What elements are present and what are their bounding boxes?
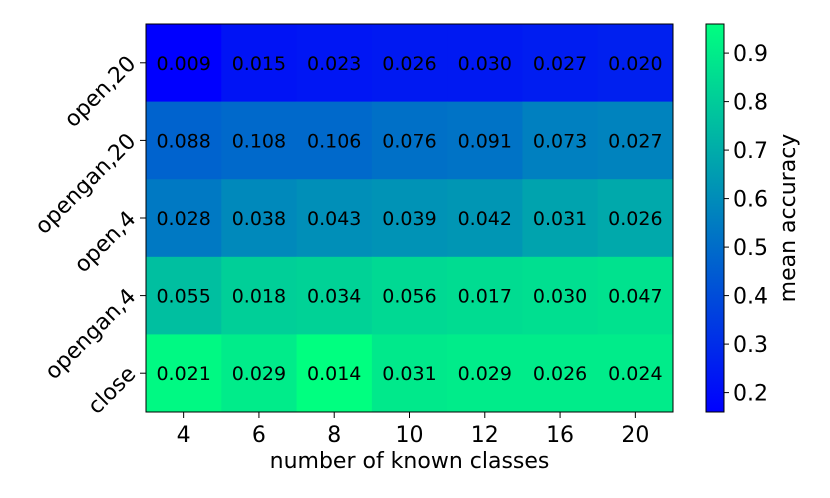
heatmap-cell [146,334,222,413]
cell-value-label: 0.031 [533,208,587,230]
colorbar-tick-label: 0.4 [733,285,768,310]
heatmap-cell [522,179,599,258]
heatmap-cell [447,24,523,103]
colorbar-tick-label: 0.6 [733,188,768,213]
heatmap-cell [597,334,674,413]
heatmap-cell [296,256,373,335]
heatmap-cell [296,101,373,180]
cell-value-labels: 0.009 0.015 0.023 0.026 0.030 0.027 0.020 0.088… [156,53,662,385]
cell-value-label: 0.108 [232,130,286,152]
heatmap-cell [371,101,448,180]
cell-value-label: 0.017 [458,286,512,308]
x-tick-label: 16 [546,423,574,448]
heatmap-cell [522,256,599,335]
heatmap-cell [221,24,298,103]
heatmap-cell [597,101,674,180]
y-tick-label: open,20 [60,51,141,132]
heatmap-cell [296,179,373,258]
colorbar-tick-label: 0.5 [733,236,768,261]
x-tick-label: 10 [396,423,424,448]
cell-value-label: 0.073 [533,130,587,152]
heatmap-cell [522,24,599,103]
colorbar [705,23,725,413]
x-tick-label: 12 [471,423,499,448]
x-axis-ticks: 4 6 8 10 12 16 20 [177,412,649,448]
heatmap-cell [371,24,448,103]
cell-value-label: 0.021 [156,363,210,385]
heatmap-cell [371,334,448,413]
heatmap-cell [371,179,448,258]
cell-value-label: 0.076 [382,130,436,152]
heatmap-cell [146,24,222,103]
heatmap-cell [447,256,523,335]
y-tick-label: open,4 [70,207,141,278]
heatmap-cell [146,179,222,258]
colorbar-tick-label: 0.3 [733,333,768,358]
cell-value-label: 0.029 [458,363,512,385]
cell-value-label: 0.015 [232,53,286,75]
heatmap-cell [221,256,298,335]
heatmap-cell [597,179,674,258]
heatmap-cell [447,179,523,258]
colorbar-ticks: 0.2 0.3 0.4 0.5 0.6 0.7 0.8 0.9 [724,42,768,407]
cell-value-label: 0.029 [232,363,286,385]
cell-value-label: 0.042 [458,208,512,230]
colorbar-tick-label: 0.7 [733,139,768,164]
x-axis-label: number of known classes [270,449,550,474]
heatmap-cell [296,24,373,103]
cell-value-label: 0.030 [533,286,587,308]
heatmap-cell [522,334,599,413]
heatmap-cell [221,179,298,258]
cell-value-label: 0.028 [156,208,210,230]
colorbar-tick-label: 0.9 [733,42,768,67]
colorbar-tick-label: 0.2 [733,382,768,407]
cell-value-label: 0.014 [307,363,361,385]
cell-value-label: 0.009 [156,53,210,75]
heatmap-cell [597,256,674,335]
cell-value-label: 0.030 [458,53,512,75]
heatmap-cell [371,256,448,335]
heatmap-cells [146,24,674,413]
heatmap-cell [221,334,298,413]
cell-value-label: 0.026 [382,53,436,75]
cell-value-label: 0.024 [608,363,662,385]
heatmap-cell [447,101,523,180]
cell-value-label: 0.034 [307,286,361,308]
cell-value-label: 0.023 [307,53,361,75]
cell-value-label: 0.091 [458,130,512,152]
heatmap-cell [597,24,674,103]
colorbar-tick-label: 0.8 [733,91,768,116]
cell-value-label: 0.026 [608,208,662,230]
y-tick-label: close [83,362,141,420]
colorbar-label: mean accuracy [776,134,801,303]
cell-value-label: 0.047 [608,286,662,308]
cell-value-label: 0.018 [232,286,286,308]
heatmap-cell [296,334,373,413]
x-tick-label: 8 [327,423,341,448]
heatmap-cell [221,101,298,180]
cell-value-label: 0.038 [232,208,286,230]
heatmap-cell [146,101,222,180]
cell-value-label: 0.056 [382,286,436,308]
x-tick-label: 4 [177,423,191,448]
cell-value-label: 0.088 [156,130,210,152]
cell-value-label: 0.026 [533,363,587,385]
cell-value-label: 0.106 [307,130,361,152]
cell-value-label: 0.031 [382,363,436,385]
heatmap-cell [447,334,523,413]
cell-value-label: 0.043 [307,208,361,230]
cell-value-label: 0.020 [608,53,662,75]
x-tick-label: 20 [621,423,649,448]
x-tick-label: 6 [252,423,266,448]
heatmap-cell [146,256,222,335]
cell-value-label: 0.027 [608,130,662,152]
cell-value-label: 0.039 [382,208,436,230]
cell-value-label: 0.027 [533,53,587,75]
heatmap-cell [522,101,599,180]
cell-value-label: 0.055 [156,286,210,308]
